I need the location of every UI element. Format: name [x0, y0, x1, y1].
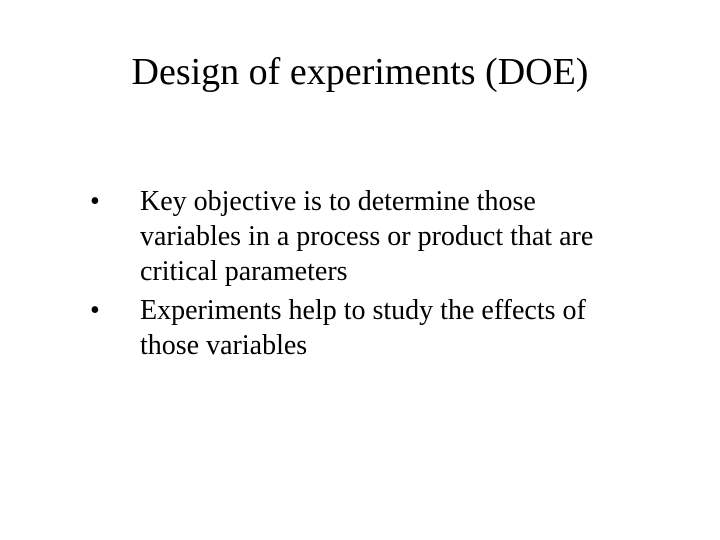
bullet-list: • Key objective is to determine those va… [60, 184, 660, 363]
slide-title: Design of experiments (DOE) [90, 50, 630, 94]
list-item: • Experiments help to study the effects … [90, 293, 660, 363]
bullet-text: Experiments help to study the effects of… [140, 293, 660, 363]
bullet-text: Key objective is to determine those vari… [140, 184, 660, 289]
list-item: • Key objective is to determine those va… [90, 184, 660, 289]
bullet-icon: • [90, 293, 140, 328]
slide: Design of experiments (DOE) • Key object… [0, 0, 720, 540]
bullet-icon: • [90, 184, 140, 219]
